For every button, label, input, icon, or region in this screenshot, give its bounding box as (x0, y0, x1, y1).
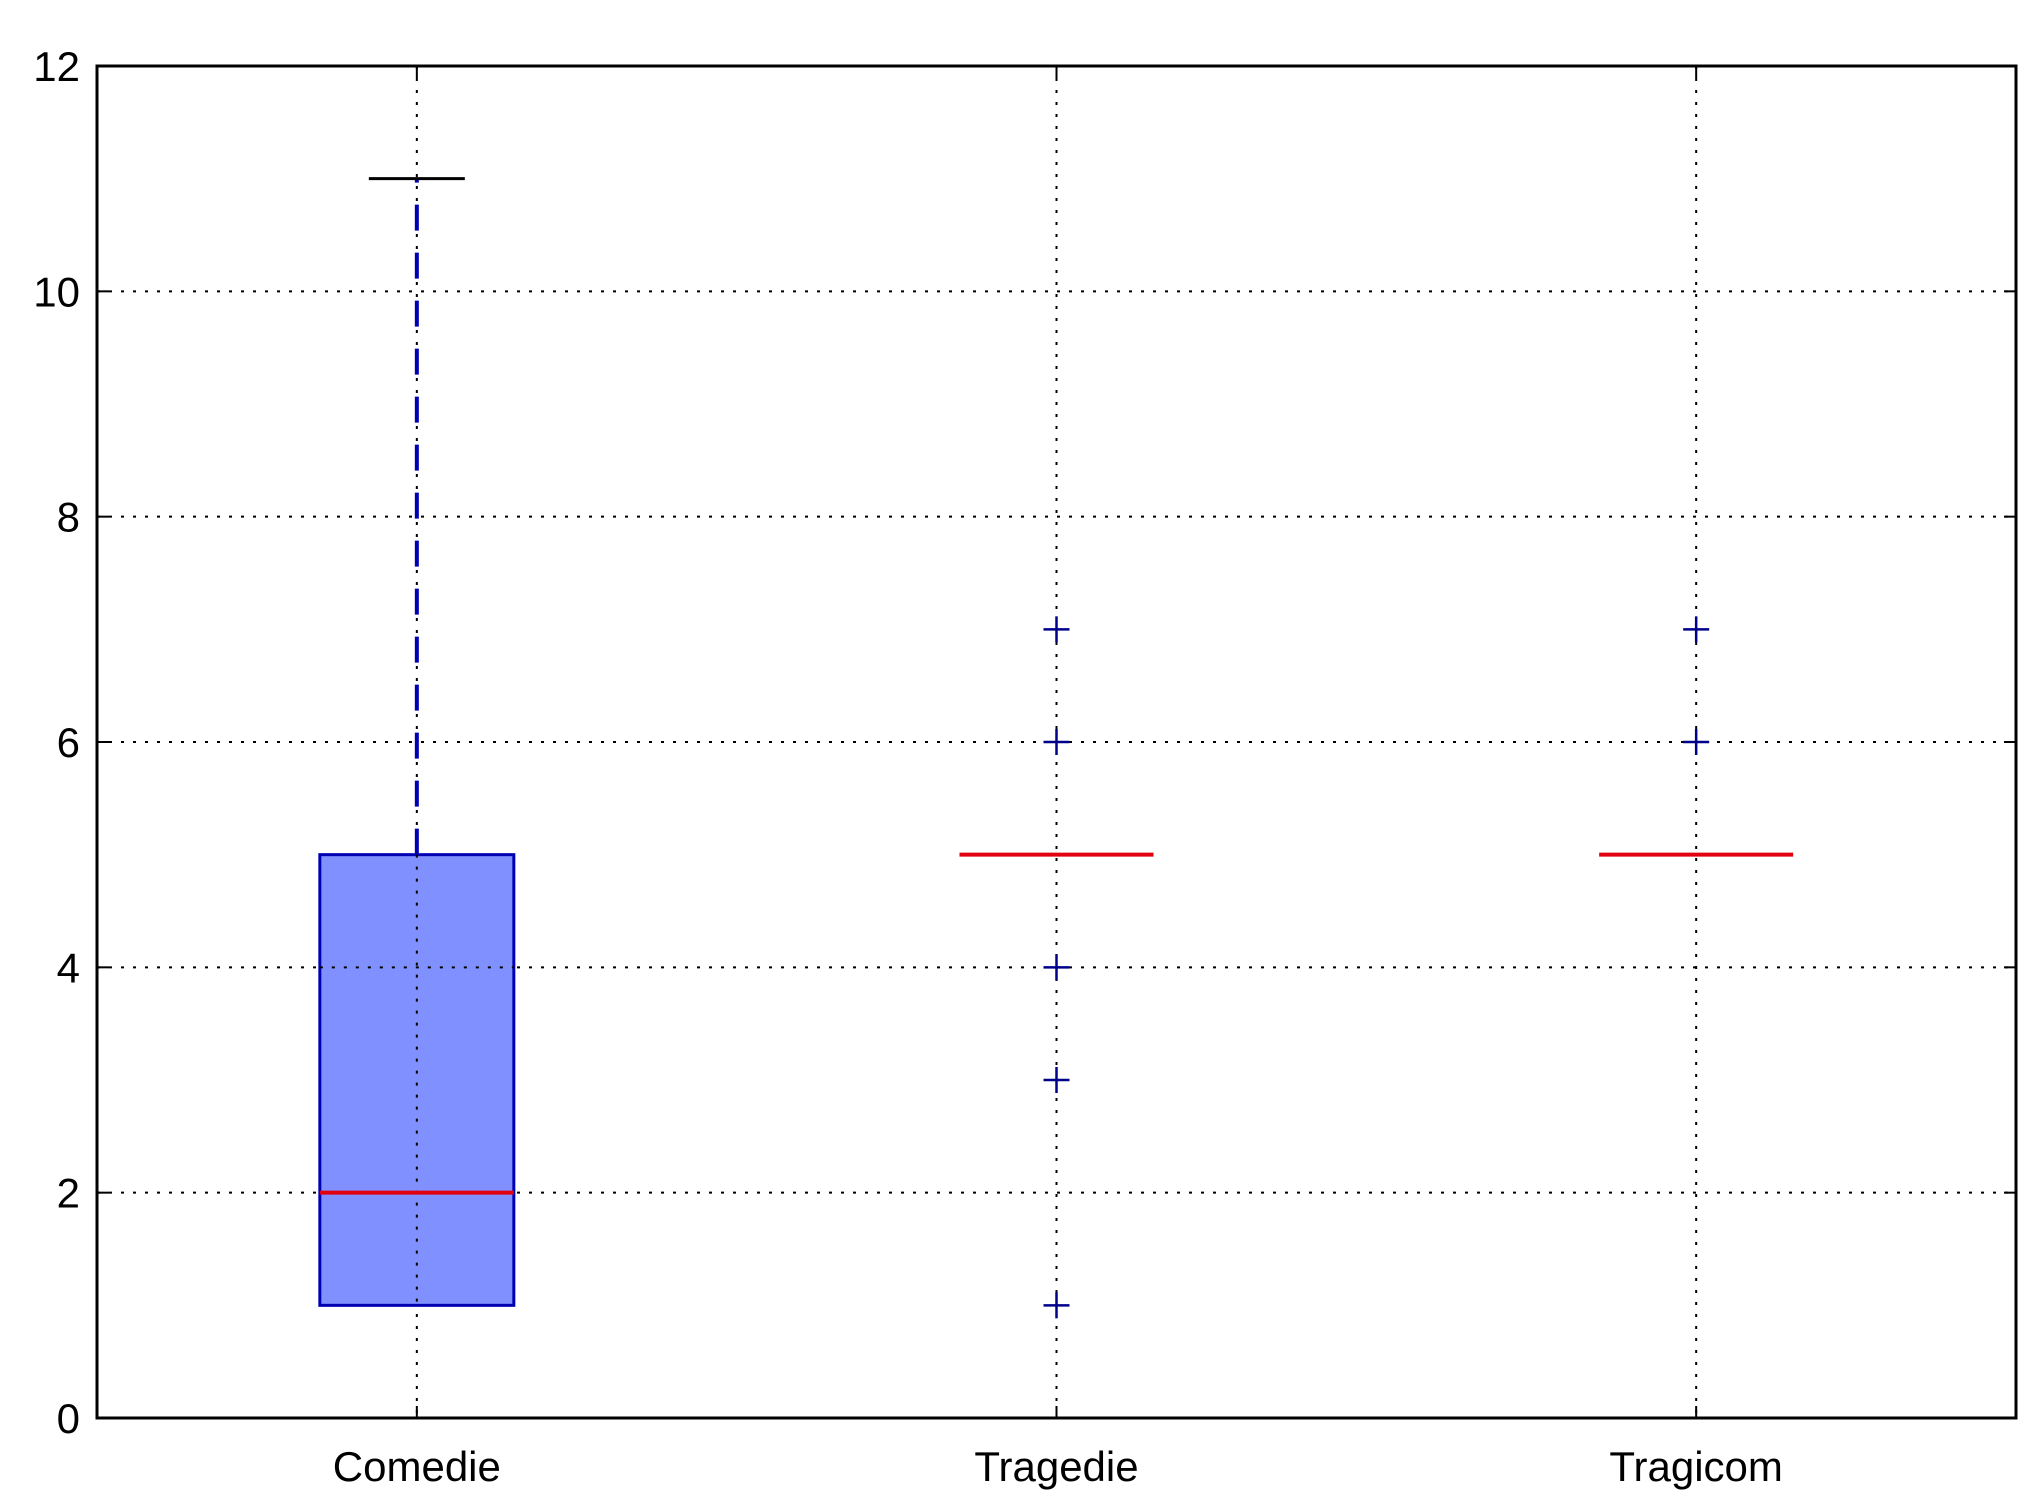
y-tick-label: 12 (33, 43, 80, 90)
y-tick-label: 4 (57, 944, 80, 991)
box-body (318, 853, 516, 1307)
ticks (97, 65, 2016, 1419)
y-tick-label: 2 (57, 1170, 80, 1217)
x-tick-label: Tragedie (974, 1443, 1138, 1490)
tick-labels: 0 2 4 6 8 10 12 Comedie Tragedie Tragicom (33, 43, 1783, 1490)
box-group (959, 616, 1154, 1319)
box-group (318, 177, 516, 1307)
y-tick-label: 10 (33, 268, 80, 315)
x-tick-label: Comedie (333, 1443, 501, 1490)
boxes (318, 177, 1794, 1319)
y-tick-label: 0 (57, 1395, 80, 1442)
y-tick-label: 8 (57, 494, 80, 541)
box-group (1599, 616, 1794, 857)
y-tick-label: 6 (57, 719, 80, 766)
x-tick-label: Tragicom (1609, 1443, 1782, 1490)
